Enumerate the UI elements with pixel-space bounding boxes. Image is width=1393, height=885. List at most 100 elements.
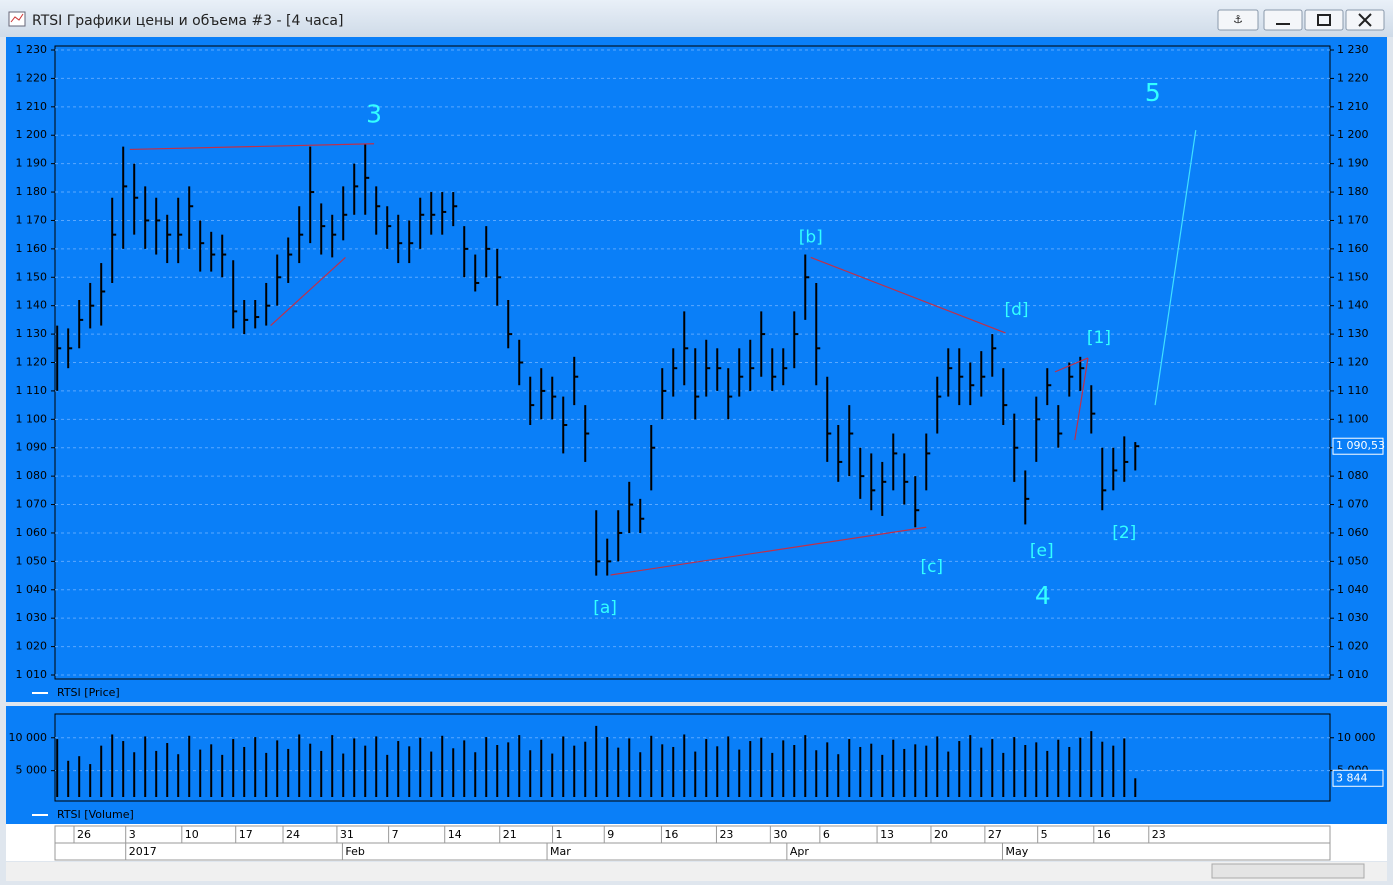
month-label: Feb (345, 845, 364, 858)
y-tick-label: 1 220 (1337, 71, 1369, 84)
month-label: 2017 (129, 845, 157, 858)
legend-label: RTSI [Price] (57, 686, 120, 699)
wave-label: [c] (920, 557, 943, 577)
pin-button[interactable] (1217, 9, 1259, 31)
y-tick-label: 1 020 (16, 640, 48, 653)
month-label: May (1005, 845, 1028, 858)
y-tick-label: 1 220 (16, 71, 48, 84)
x-tick-label: 9 (607, 828, 614, 841)
volume-panel (6, 706, 1387, 824)
wave-label: 4 (1035, 581, 1051, 610)
wave-label: [1] (1087, 328, 1111, 348)
x-tick-label: 17 (239, 828, 253, 841)
y-tick-label: 1 110 (1337, 384, 1369, 397)
x-tick-label: 27 (988, 828, 1002, 841)
y-tick-label: 1 200 (16, 128, 48, 141)
y-tick-label: 1 170 (1337, 213, 1369, 226)
title-bar (0, 0, 1393, 37)
y-tick-label: 1 050 (16, 554, 48, 567)
y-tick-label: 1 040 (1337, 583, 1369, 596)
x-tick-label: 14 (448, 828, 462, 841)
wave-label: [b] (799, 228, 823, 248)
maximize-button[interactable] (1304, 9, 1344, 31)
y-tick-label: 1 010 (16, 668, 48, 681)
trend-line (270, 256, 346, 327)
window-title: RTSI Графики цены и объема #3 - [4 часа] (32, 13, 343, 29)
y-tick-label: 1 080 (1337, 469, 1369, 482)
y-tick-label: 1 030 (16, 611, 48, 624)
y-tick-label: 1 170 (16, 213, 48, 226)
wave-label: [2] (1112, 523, 1136, 543)
month-label: Mar (550, 845, 571, 858)
y-tick-label: 1 230 (16, 43, 48, 56)
month-label: Apr (790, 845, 810, 858)
trend-line (1074, 357, 1089, 441)
x-tick-label: 30 (773, 828, 787, 841)
x-tick-label: 13 (880, 828, 894, 841)
y-tick-label: 1 150 (16, 270, 48, 283)
x-tick-label: 6 (823, 828, 830, 841)
y-tick-label: 1 130 (1337, 327, 1369, 340)
last-value-box (1332, 769, 1384, 787)
scroll-thumb[interactable] (1211, 863, 1365, 879)
last-value-box (1332, 437, 1384, 455)
y-tick-label: 1 120 (16, 356, 48, 369)
trend-line (1054, 357, 1089, 373)
y-tick-label: 1 070 (1337, 498, 1369, 511)
close-icon (1358, 13, 1372, 27)
maximize-icon (1317, 14, 1331, 26)
x-tick-label: 16 (1097, 828, 1111, 841)
y-tick-label: 1 100 (16, 412, 48, 425)
y-tick-label: 1 060 (1337, 526, 1369, 539)
x-tick-label: 26 (77, 828, 91, 841)
y-tick-label: 1 210 (16, 100, 48, 113)
y-tick-label: 1 030 (1337, 611, 1369, 624)
y-tick-label: 1 120 (1337, 356, 1369, 369)
scrollbar[interactable] (6, 862, 1387, 881)
trend-line (610, 526, 927, 576)
wave-label: 5 (1145, 78, 1161, 107)
x-tick-label: 23 (1152, 828, 1166, 841)
x-tick-label: 3 (129, 828, 136, 841)
x-tick-label: 16 (664, 828, 678, 841)
app-icon-line (10, 13, 24, 23)
x-tick-label: 5 (1041, 828, 1048, 841)
x-tick-label: 24 (286, 828, 300, 841)
y-tick-label: 1 190 (1337, 157, 1369, 170)
y-tick-label: 1 010 (1337, 668, 1369, 681)
pin-icon: ⚓ (1233, 13, 1243, 26)
last-value-label: 1 090,53 (1336, 439, 1385, 452)
y-tick-label: 1 180 (16, 185, 48, 198)
y-tick-label: 5 000 (16, 764, 48, 777)
x-tick-label: 23 (719, 828, 733, 841)
y-tick-label: 1 160 (1337, 242, 1369, 255)
plot-frame (54, 713, 1331, 802)
y-tick-label: 1 080 (16, 469, 48, 482)
wave-label: [d] (1004, 300, 1028, 320)
y-tick-label: 1 140 (1337, 299, 1369, 312)
y-tick-label: 1 150 (1337, 270, 1369, 283)
wave-label: [e] (1030, 541, 1054, 561)
y-tick-label: 1 180 (1337, 185, 1369, 198)
y-tick-label: 10 000 (9, 731, 48, 744)
y-tick-label: 1 060 (16, 526, 48, 539)
minimize-button[interactable] (1263, 9, 1303, 31)
y-tick-label: 1 210 (1337, 100, 1369, 113)
x-tick-label: 21 (503, 828, 517, 841)
wave-label: 3 (366, 99, 382, 128)
price-panel (6, 37, 1387, 702)
y-tick-label: 1 100 (1337, 412, 1369, 425)
x-tick-label: 1 (556, 828, 563, 841)
y-tick-label: 10 000 (1337, 731, 1376, 744)
wave-label: [a] (593, 598, 617, 618)
x-tick-label: 31 (340, 828, 354, 841)
y-tick-label: 1 110 (16, 384, 48, 397)
y-tick-label: 1 130 (16, 327, 48, 340)
y-tick-label: 1 020 (1337, 640, 1369, 653)
y-tick-label: 1 190 (16, 157, 48, 170)
y-tick-label: 1 090 (16, 441, 48, 454)
y-tick-label: 1 050 (1337, 554, 1369, 567)
y-tick-label: 1 070 (16, 498, 48, 511)
